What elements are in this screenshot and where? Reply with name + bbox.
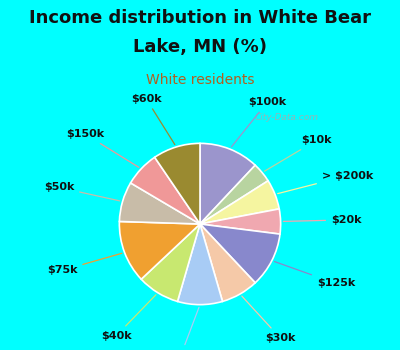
Text: $10k: $10k <box>264 135 332 171</box>
Text: $100k: $100k <box>232 97 286 147</box>
Wedge shape <box>178 224 222 304</box>
Text: $150k: $150k <box>66 129 139 167</box>
Wedge shape <box>141 224 200 301</box>
Text: $75k: $75k <box>47 253 122 275</box>
Wedge shape <box>200 165 268 224</box>
Wedge shape <box>155 144 200 224</box>
Text: Lake, MN (%): Lake, MN (%) <box>133 38 267 56</box>
Text: $40k: $40k <box>101 295 156 341</box>
Wedge shape <box>200 209 281 234</box>
Wedge shape <box>200 224 280 283</box>
Wedge shape <box>200 181 279 224</box>
Text: $200k: $200k <box>162 307 200 350</box>
Wedge shape <box>130 157 200 224</box>
Wedge shape <box>200 224 255 301</box>
Wedge shape <box>119 183 200 224</box>
Wedge shape <box>119 222 200 279</box>
Text: Income distribution in White Bear: Income distribution in White Bear <box>29 9 371 27</box>
Text: $60k: $60k <box>131 94 175 145</box>
Text: City-Data.com: City-Data.com <box>254 113 318 122</box>
Text: $50k: $50k <box>44 182 120 201</box>
Text: $20k: $20k <box>283 215 362 225</box>
Text: $125k: $125k <box>274 261 355 288</box>
Text: > $200k: > $200k <box>278 171 373 194</box>
Wedge shape <box>200 144 255 224</box>
Text: $30k: $30k <box>242 296 295 343</box>
Text: White residents: White residents <box>146 74 254 88</box>
